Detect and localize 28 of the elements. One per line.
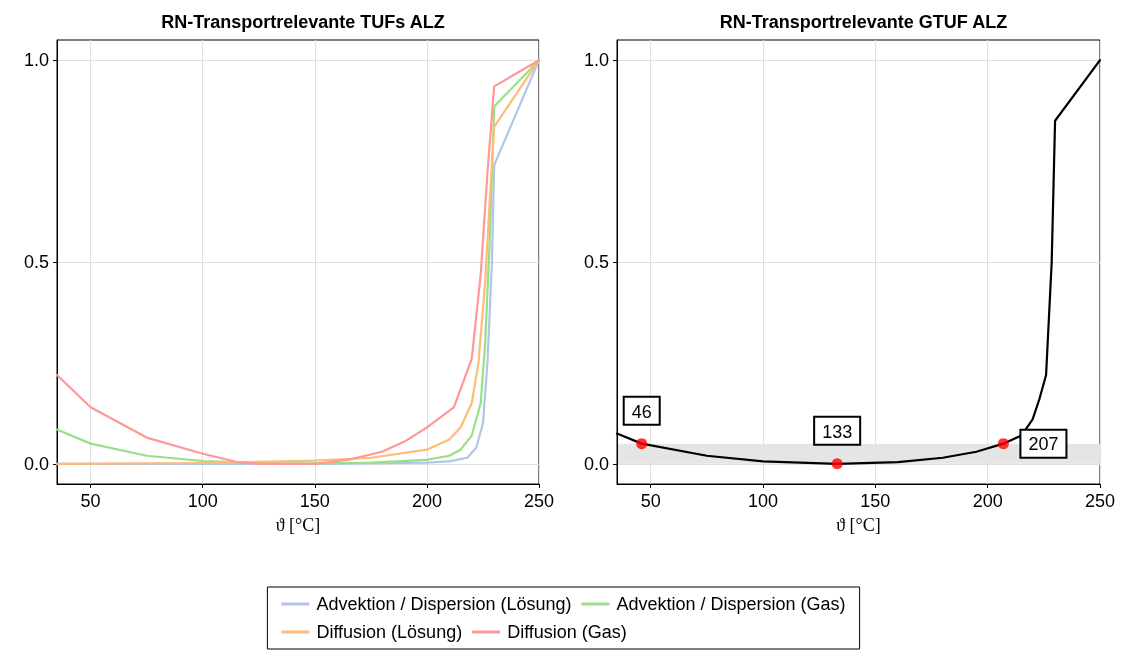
line-series (55, 59, 541, 465)
x-tick-label: 100 (748, 491, 779, 511)
legend-label: Advektion / Dispersion (Gas) (616, 594, 846, 614)
y-tick-label: 0.5 (23, 252, 49, 272)
legend-label: Advektion / Dispersion (Lösung) (316, 594, 572, 614)
x-tick-label: 200 (411, 491, 442, 511)
y-tick-label: 0.5 (583, 252, 609, 272)
y-tick-label: 0.0 (583, 453, 609, 474)
y-tick-label: 0.0 (23, 453, 49, 474)
y-tick-label: 1.0 (583, 50, 609, 71)
x-tick-label: 250 (523, 491, 555, 511)
legend-label: Diffusion (Gas) (507, 622, 627, 642)
x-tick-label: 50 (640, 491, 661, 511)
x-tick-label: 250 (1084, 491, 1116, 511)
x-axis-title: ϑ [°C] (275, 515, 321, 535)
x-tick-label: 100 (187, 491, 218, 511)
legend-label: Diffusion (Lösung) (316, 622, 463, 642)
x-tick-label: 200 (972, 491, 1003, 511)
annotation: 207 (1028, 433, 1059, 454)
y-tick-label: 1.0 (23, 50, 49, 71)
chart-title: RN-Transportrelevante TUFs ALZ (161, 12, 445, 32)
x-axis-title: ϑ [°C] (836, 515, 881, 535)
x-tick-label: 50 (80, 491, 101, 511)
annotation: 133 (822, 421, 853, 442)
x-tick-label: 150 (860, 491, 891, 511)
chart-title: RN-Transportrelevante GTUF ALZ (719, 12, 1008, 32)
annotation: 46 (631, 401, 652, 422)
x-tick-label: 150 (299, 491, 330, 511)
